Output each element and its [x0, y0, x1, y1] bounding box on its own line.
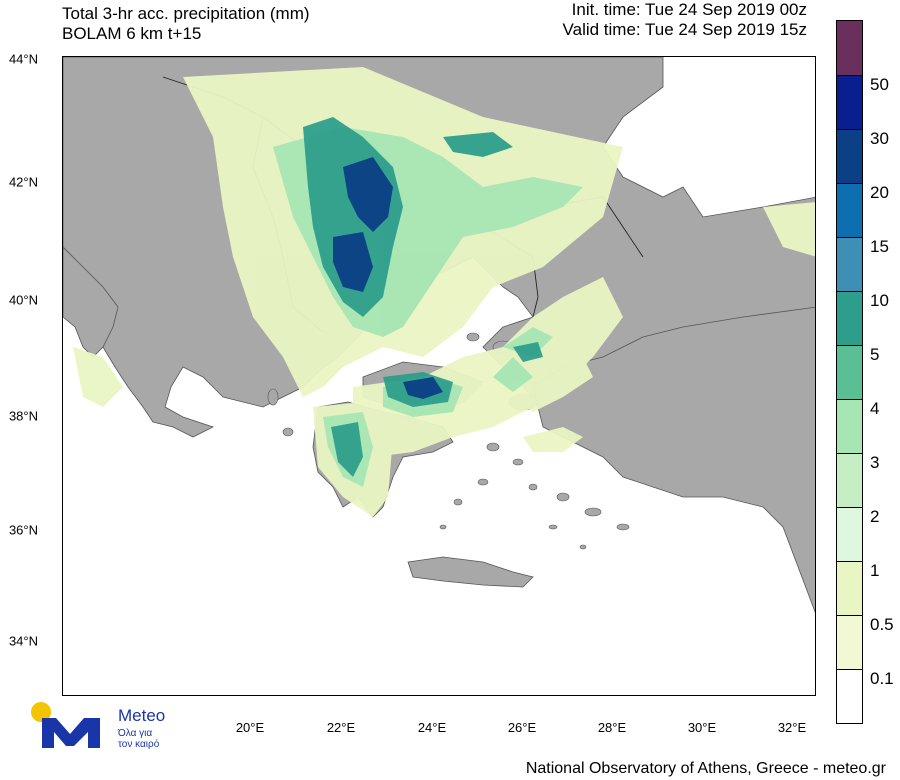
legend-label-15: 15 — [870, 237, 889, 256]
legend-swatch-20-30 — [837, 129, 862, 183]
lat-label-44: 44°N — [8, 51, 38, 67]
anatolia — [532, 306, 815, 613]
italy-heel — [63, 246, 119, 358]
legend-swatch-2-3 — [837, 453, 862, 507]
legend-swatch-15-20 — [837, 183, 862, 237]
meteo-logo-mark — [31, 702, 100, 748]
map-title: Total 3-hr acc. precipitation (mm) — [62, 4, 310, 23]
legend-label-0-1: 0.1 — [870, 669, 894, 688]
legend-label-20: 20 — [870, 183, 889, 202]
lat-label-38: 38°N — [8, 408, 38, 424]
lon-label-32: 32°E — [777, 720, 807, 735]
crete — [407, 556, 534, 588]
lon-label-22: 22°E — [326, 720, 356, 735]
legend-label-0-5: 0.5 — [870, 615, 894, 634]
legend-label-10: 10 — [870, 291, 889, 310]
legend-swatch-4-5 — [837, 345, 862, 399]
precip-very-heavy — [333, 157, 443, 399]
logo-name: Meteo — [118, 706, 166, 725]
legend-label-5: 5 — [870, 345, 880, 364]
legend-colorbar — [836, 20, 863, 724]
meteo-logo — [28, 700, 208, 755]
precipitation-map — [63, 57, 815, 695]
logo-tagline-line1: Όλα για — [118, 728, 153, 739]
legend-swatch-30-50 — [837, 75, 862, 129]
logo-tagline-line2: τον καιρό — [118, 739, 160, 750]
lat-label-36: 36°N — [8, 522, 38, 538]
legend-swatch-5-10 — [837, 291, 862, 345]
legend-swatch-01-05 — [837, 615, 862, 669]
lat-label-40: 40°N — [8, 292, 38, 308]
legend-label-4: 4 — [870, 399, 880, 418]
map-panel — [62, 56, 816, 696]
lon-label-24: 24°E — [417, 720, 447, 735]
legend-label-30: 30 — [870, 129, 889, 148]
legend-label-50: 50 — [870, 75, 889, 94]
m-letter-icon — [42, 718, 100, 748]
sun-icon — [31, 702, 51, 722]
lat-label-42: 42°N — [8, 174, 38, 190]
legend-label-3: 3 — [870, 453, 880, 472]
lon-label-26: 26°E — [507, 720, 537, 735]
init-time: Init. time: Tue 24 Sep 2019 00z — [571, 0, 807, 19]
lat-label-34: 34°N — [8, 633, 38, 649]
legend-label-1: 1 — [870, 561, 880, 580]
lon-label-30: 30°E — [687, 720, 717, 735]
lon-label-28: 28°E — [597, 720, 627, 735]
credit-line: National Observatory of Athens, Greece -… — [525, 760, 886, 777]
legend-swatch-50plus — [837, 21, 862, 75]
legend-swatch-1-2 — [837, 507, 862, 561]
valid-time: Valid time: Tue 24 Sep 2019 15z — [562, 20, 807, 39]
time-block: Init. time: Tue 24 Sep 2019 00z Valid ti… — [563, 0, 807, 40]
legend-swatch-below-01 — [837, 669, 862, 723]
logo-tagline: Όλα για τον καιρό — [118, 728, 159, 750]
legend-label-2: 2 — [870, 507, 880, 526]
title-block: Total 3-hr acc. precipitation (mm) BOLAM… — [62, 4, 310, 44]
legend-swatch-10-15 — [837, 237, 862, 291]
model-label: BOLAM 6 km t+15 — [62, 24, 202, 43]
legend-swatch-3-4 — [837, 399, 862, 453]
lon-label-20: 20°E — [235, 720, 265, 735]
legend-swatch-05-1 — [837, 561, 862, 615]
